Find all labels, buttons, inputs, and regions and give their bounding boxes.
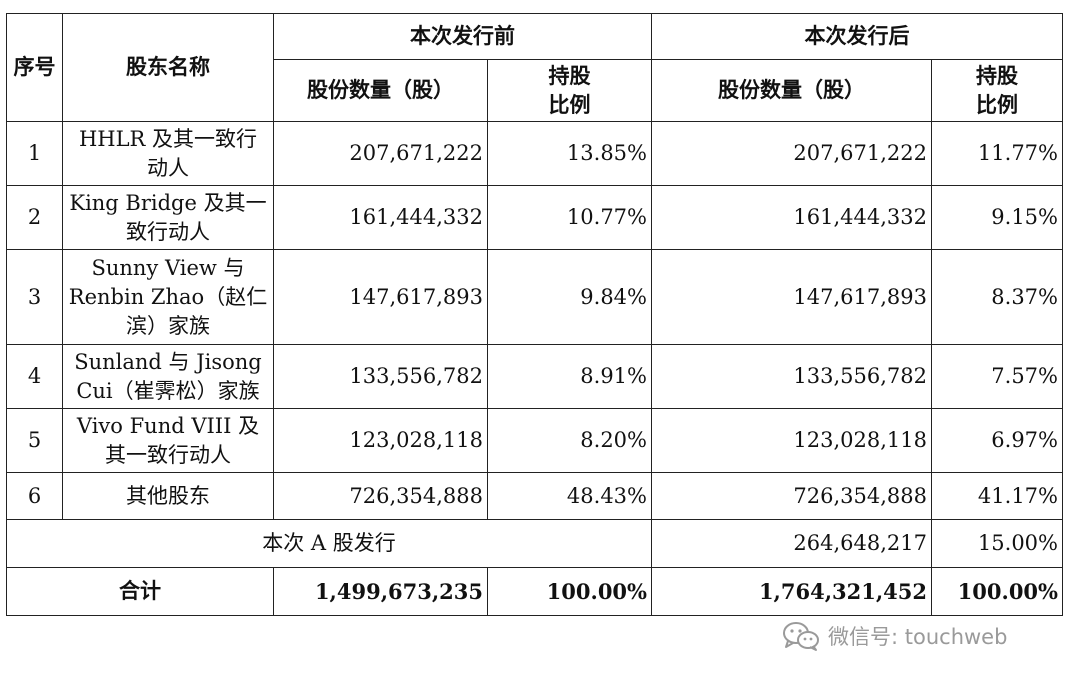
- row-after-shares: 161,444,332: [651, 185, 932, 250]
- row-after-shares: 123,028,118: [651, 408, 932, 473]
- header-after: 本次发行后: [651, 13, 1063, 60]
- header-ratio-line1: 持股: [976, 63, 1018, 88]
- header-name: 股东名称: [62, 13, 274, 122]
- table-row: 6 其他股东 726,354,888 48.43% 726,354,888 41…: [6, 472, 1063, 520]
- header-before: 本次发行前: [273, 13, 652, 60]
- row-seq: 3: [6, 249, 63, 345]
- row-name-line: Renbin Zhao（赵仁: [68, 284, 268, 309]
- row-before-ratio: 8.91%: [487, 344, 652, 409]
- total-after-shares: 1,764,321,452: [651, 567, 932, 616]
- header-before-shares: 股份数量（股）: [273, 59, 488, 122]
- row-after-shares: 147,617,893: [651, 249, 932, 345]
- row-name-line: 其一致行动人: [105, 442, 231, 467]
- table-row: 4 Sunland 与 Jisong Cui（崔霁松）家族 133,556,78…: [6, 344, 1063, 409]
- header-row-1: 序号 股东名称 本次发行前 本次发行后: [6, 13, 1063, 122]
- row-after-ratio: 9.15%: [931, 185, 1063, 250]
- header-before-ratio: 持股 比例: [487, 59, 652, 122]
- table-row: 1 HHLR 及其一致行 动人 207,671,222 13.85% 207,6…: [6, 121, 1063, 186]
- row-name-line: Sunny View 与: [91, 255, 245, 280]
- row-seq: 4: [6, 344, 63, 409]
- row-name-line: King Bridge 及其一: [69, 190, 267, 215]
- row-name-line: 动人: [147, 155, 189, 180]
- row-name-line: 其他股东: [126, 483, 210, 508]
- row-after-shares: 207,671,222: [651, 121, 932, 186]
- watermark-text: 微信号: touchweb: [828, 625, 1008, 649]
- header-row-2: 股份数量（股） 持股 比例 股份数量（股） 持股 比例: [7, 59, 1063, 122]
- row-after-ratio: 41.17%: [931, 472, 1063, 520]
- total-before-shares: 1,499,673,235: [273, 567, 488, 616]
- row-name-line: 致行动人: [126, 219, 210, 244]
- row-seq: 6: [6, 472, 63, 520]
- row-before-shares: 726,354,888: [273, 472, 488, 520]
- header-after-ratio: 持股 比例: [931, 59, 1063, 122]
- header-ratio-line2: 比例: [548, 92, 591, 117]
- row-seq: 1: [6, 121, 63, 186]
- issue-after-ratio: 15.00%: [931, 519, 1063, 568]
- row-name-line: Sunland 与 Jisong: [74, 349, 262, 374]
- watermark: 微信号: touchweb: [782, 616, 1007, 656]
- header-ratio-line1: 持股: [548, 63, 591, 88]
- row-name: Sunland 与 Jisong Cui（崔霁松）家族: [62, 344, 274, 409]
- total-row: 合计 1,499,673,235 100.00% 1,764,321,452 1…: [6, 567, 1063, 616]
- row-name: King Bridge 及其一 致行动人: [62, 185, 274, 250]
- issue-row: 本次 A 股发行 264,648,217 15.00%: [6, 519, 1063, 568]
- row-before-shares: 123,028,118: [273, 408, 488, 473]
- header-ratio-line2: 比例: [976, 92, 1018, 117]
- table-row: 3 Sunny View 与 Renbin Zhao（赵仁 滨）家族 147,6…: [6, 249, 1063, 345]
- row-name-line: Vivo Fund VIII 及: [76, 413, 260, 438]
- total-label: 合计: [6, 567, 274, 616]
- row-name-line: HHLR 及其一致行: [78, 126, 258, 151]
- row-before-shares: 207,671,222: [273, 121, 488, 186]
- row-after-ratio: 6.97%: [931, 408, 1063, 473]
- row-before-shares: 133,556,782: [273, 344, 488, 409]
- row-name: HHLR 及其一致行 动人: [62, 121, 274, 186]
- header-after-shares: 股份数量（股）: [651, 59, 932, 122]
- header-seq: 序号: [6, 13, 63, 122]
- row-name: 其他股东: [62, 472, 274, 520]
- row-after-shares: 133,556,782: [651, 344, 932, 409]
- row-before-ratio: 48.43%: [487, 472, 652, 520]
- wechat-icon: [783, 622, 819, 651]
- row-name-line: 滨）家族: [126, 313, 210, 338]
- row-seq: 5: [6, 408, 63, 473]
- row-after-ratio: 7.57%: [931, 344, 1063, 409]
- row-before-ratio: 8.20%: [487, 408, 652, 473]
- shareholder-table: 序号 股东名称 本次发行前 本次发行后 股份数量（股） 持股 比例 股份数量（股…: [6, 13, 1063, 616]
- row-name: Vivo Fund VIII 及 其一致行动人: [62, 408, 274, 473]
- row-before-ratio: 10.77%: [487, 185, 652, 250]
- row-name-line: Cui（崔霁松）家族: [76, 378, 260, 403]
- table-row: 2 King Bridge 及其一 致行动人 161,444,332 10.77…: [6, 185, 1063, 250]
- row-after-shares: 726,354,888: [651, 472, 932, 520]
- row-name: Sunny View 与 Renbin Zhao（赵仁 滨）家族: [62, 249, 274, 345]
- issue-after-shares: 264,648,217: [651, 519, 932, 568]
- row-seq: 2: [6, 185, 63, 250]
- row-after-ratio: 8.37%: [931, 249, 1063, 345]
- row-before-ratio: 13.85%: [487, 121, 652, 186]
- row-before-shares: 147,617,893: [273, 249, 488, 345]
- row-after-ratio: 11.77%: [931, 121, 1063, 186]
- row-before-shares: 161,444,332: [273, 185, 488, 250]
- table-row: 5 Vivo Fund VIII 及 其一致行动人 123,028,118 8.…: [6, 408, 1063, 473]
- total-before-ratio: 100.00%: [487, 567, 652, 616]
- issue-label: 本次 A 股发行: [6, 519, 652, 568]
- row-before-ratio: 9.84%: [487, 249, 652, 345]
- total-after-ratio: 100.00%: [931, 567, 1063, 616]
